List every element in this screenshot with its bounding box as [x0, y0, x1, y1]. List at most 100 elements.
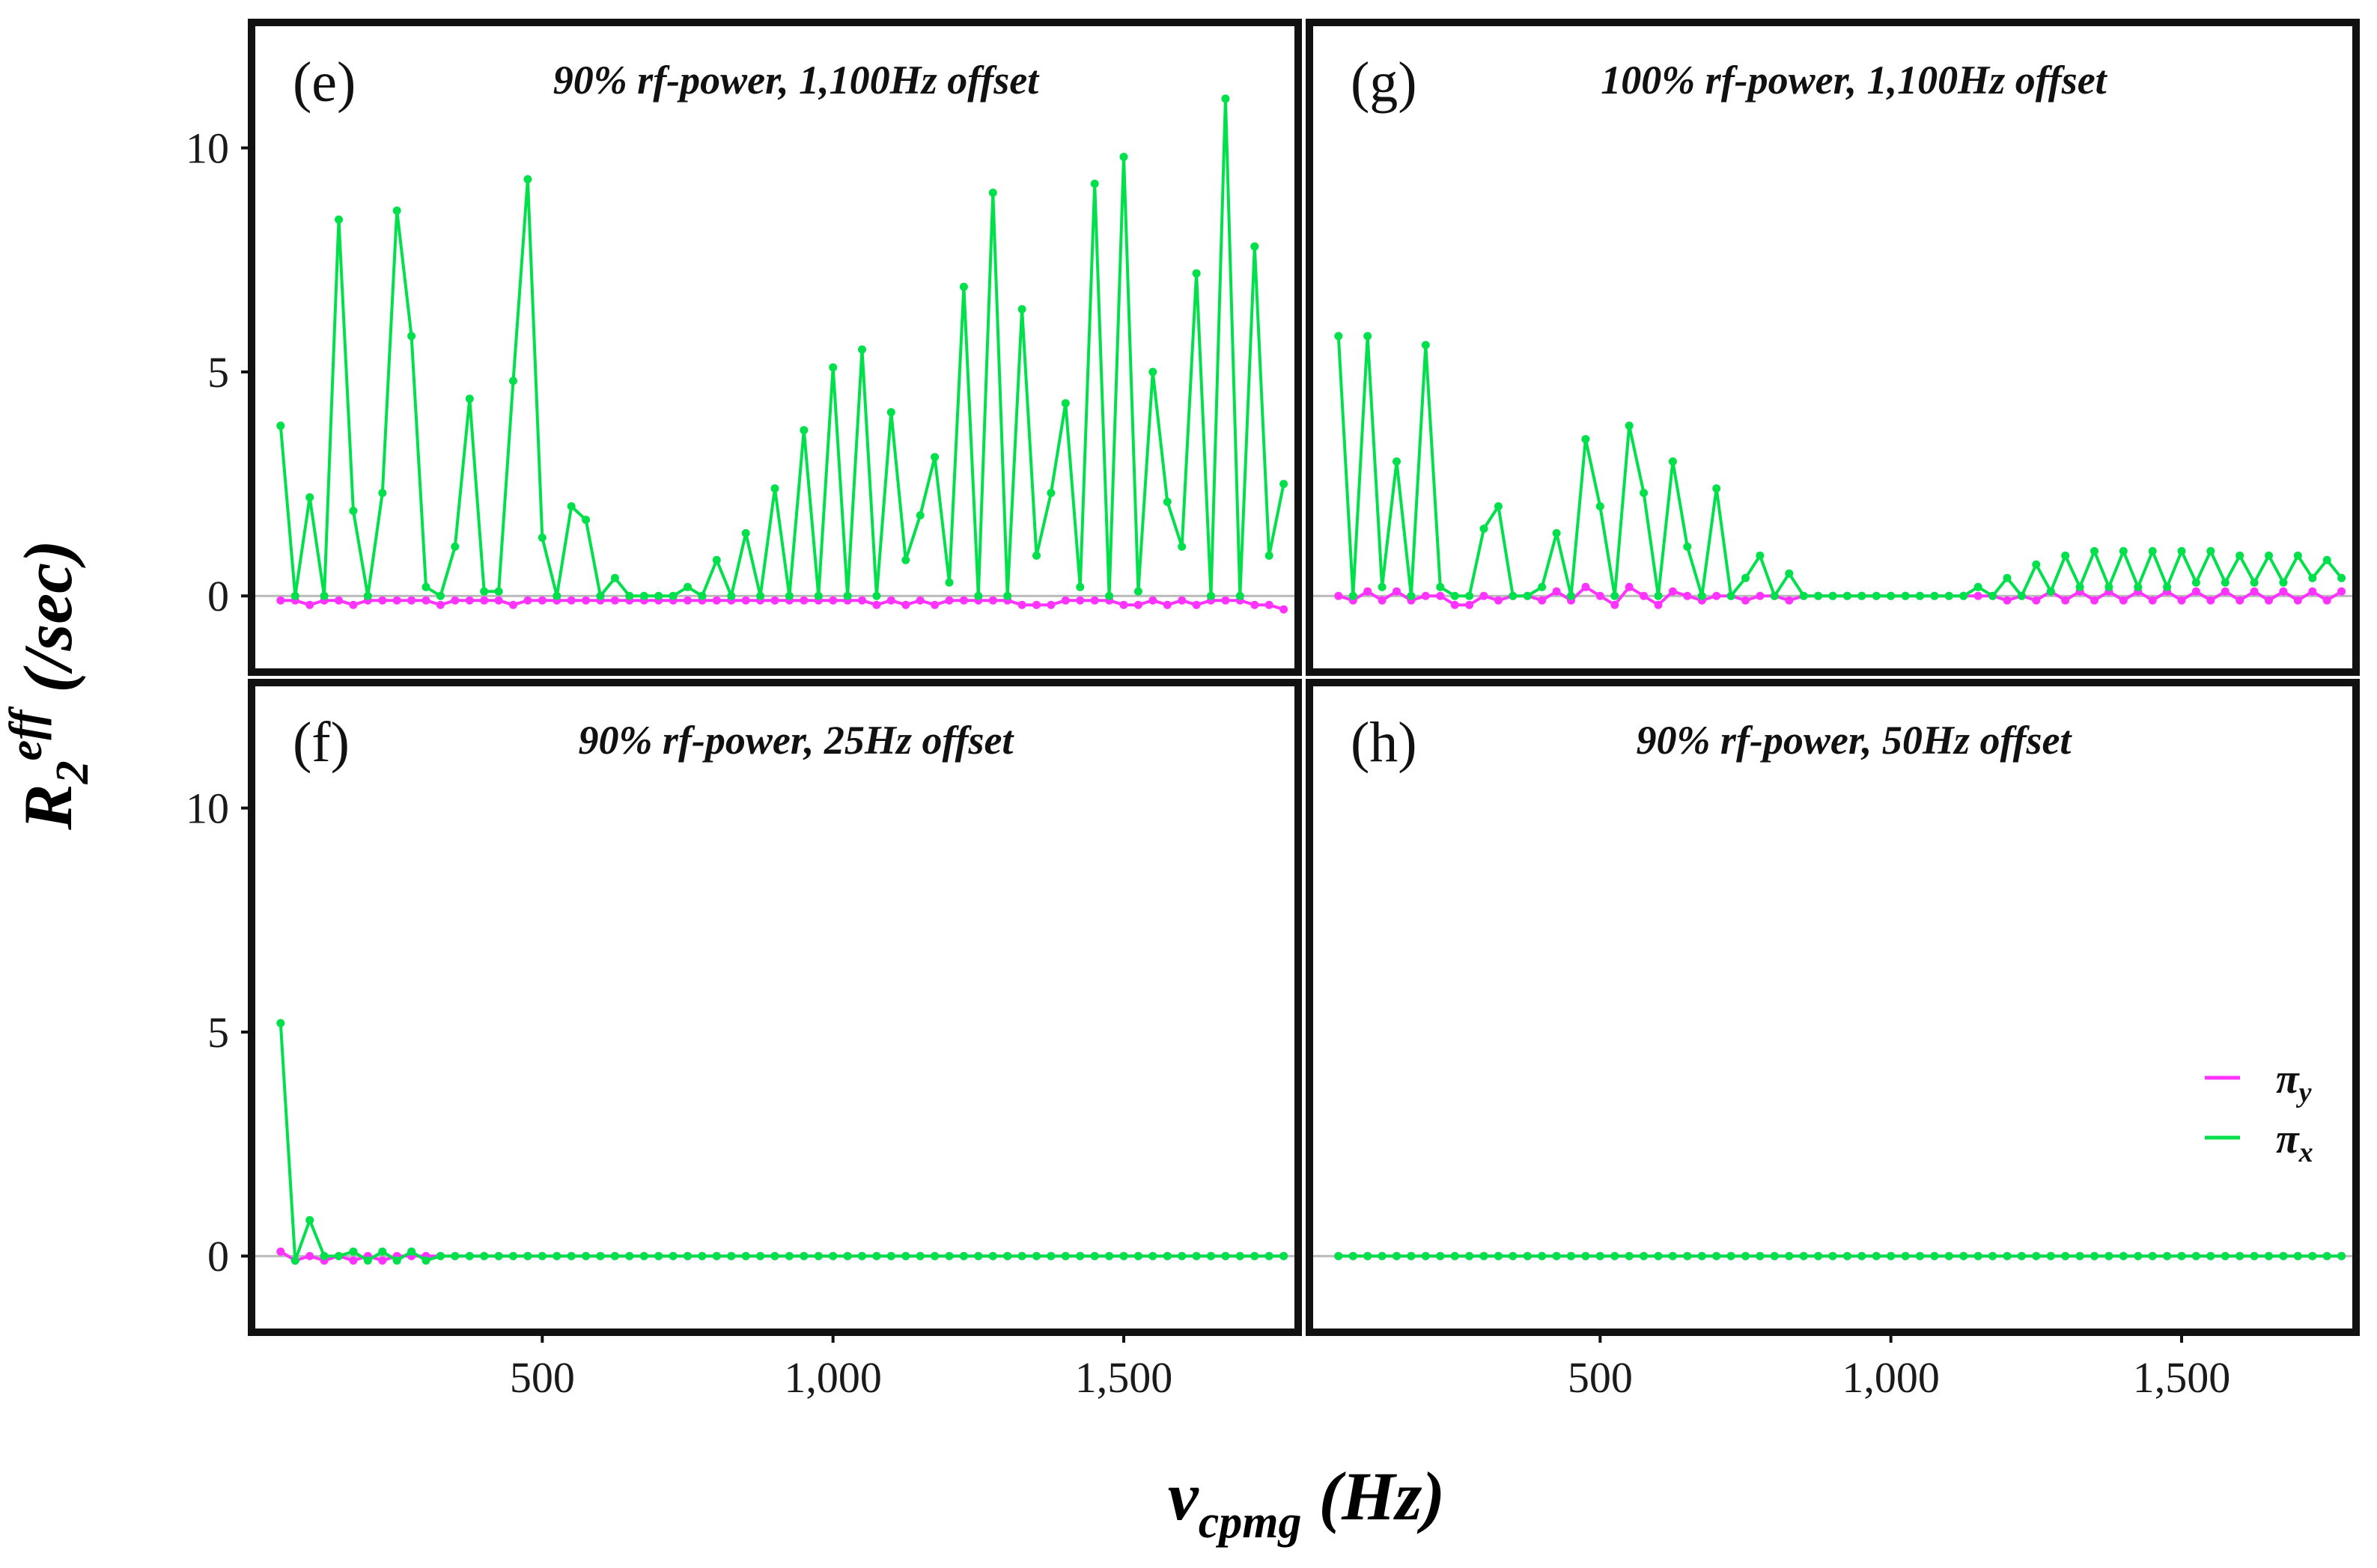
axes-layer: 0 5 10 0 5 10 500 1,000 1,500 500 1,000 1,500	[186, 124, 2230, 1402]
series-line-pi-x	[279, 1022, 1284, 1263]
data-point-pi-x	[1207, 591, 1215, 600]
panel-frame	[248, 19, 1302, 676]
x-tick-label: 1,500	[1075, 1353, 1173, 1402]
data-point-pi-x	[1192, 269, 1201, 278]
data-point-pi-y	[1668, 587, 1677, 596]
data-point-pi-x	[1393, 457, 1401, 466]
data-point-pi-x	[494, 587, 503, 596]
data-point-pi-x	[509, 376, 517, 385]
data-point-pi-x	[276, 1019, 285, 1028]
data-point-pi-x	[2090, 546, 2098, 555]
data-point-pi-x	[1105, 591, 1114, 600]
y-axis-title: R2eff (/sec)	[1, 540, 98, 830]
data-point-pi-x	[1032, 1251, 1041, 1260]
data-point-pi-y	[1450, 600, 1459, 609]
data-point-pi-y	[712, 596, 721, 605]
data-point-pi-x	[320, 591, 329, 600]
data-point-pi-x	[2003, 1251, 2012, 1260]
data-point-pi-x	[974, 1251, 983, 1260]
data-point-pi-x	[2308, 573, 2317, 582]
data-point-pi-x	[363, 591, 372, 600]
data-point-pi-y	[276, 596, 285, 605]
data-point-pi-y	[1479, 591, 1488, 600]
data-point-pi-y	[1625, 582, 1634, 591]
data-point-pi-y	[1178, 596, 1187, 605]
data-point-pi-x	[770, 1251, 779, 1260]
x-axis-title-sub: cpmg	[1199, 1497, 1302, 1548]
data-point-pi-x	[2279, 578, 2288, 587]
data-point-pi-y	[1610, 600, 1619, 609]
data-point-pi-x	[392, 206, 401, 215]
data-point-pi-x	[2337, 573, 2346, 582]
data-point-pi-x	[2221, 578, 2230, 587]
data-point-pi-x	[2090, 1251, 2098, 1260]
data-point-pi-x	[1640, 489, 1649, 498]
data-point-pi-x	[1930, 1251, 1939, 1260]
data-point-pi-x	[567, 1251, 576, 1260]
data-point-pi-x	[1785, 1251, 1794, 1260]
data-point-pi-x	[1032, 551, 1041, 560]
data-point-pi-x	[872, 591, 881, 600]
data-point-pi-y	[378, 1256, 387, 1265]
data-point-pi-x	[2032, 1251, 2041, 1260]
data-point-pi-x	[305, 1215, 314, 1224]
data-point-pi-x	[2061, 551, 2070, 560]
data-point-pi-x	[858, 1251, 866, 1260]
data-point-pi-x	[1842, 591, 1851, 600]
data-point-pi-y	[436, 600, 445, 609]
data-point-pi-x	[1148, 1251, 1157, 1260]
data-point-pi-x	[625, 1251, 634, 1260]
data-point-pi-x	[1076, 1251, 1085, 1260]
data-point-pi-x	[1756, 1251, 1765, 1260]
data-point-pi-x	[1726, 591, 1735, 600]
data-point-pi-x	[1567, 591, 1575, 600]
y-tick-label: 0	[207, 572, 229, 620]
data-point-pi-x	[2177, 546, 2186, 555]
data-point-pi-y	[1076, 596, 1085, 605]
data-point-pi-x	[465, 1251, 474, 1260]
data-point-pi-x	[1509, 591, 1518, 600]
data-point-pi-x	[741, 1251, 750, 1260]
data-point-pi-x	[1348, 591, 1357, 600]
data-point-pi-y	[2279, 587, 2288, 596]
data-point-pi-x	[1683, 542, 1692, 551]
data-point-pi-x	[785, 591, 794, 600]
data-point-pi-x	[1436, 582, 1445, 591]
data-point-pi-y	[1334, 591, 1343, 600]
data-point-pi-x	[2236, 1251, 2244, 1260]
x-tick-label: 500	[510, 1353, 575, 1402]
data-point-pi-x	[553, 591, 561, 600]
data-point-pi-x	[1017, 305, 1026, 314]
data-point-pi-y	[451, 596, 460, 605]
data-point-pi-y	[1148, 596, 1157, 605]
data-point-pi-y	[2191, 587, 2200, 596]
data-point-pi-y	[494, 596, 503, 605]
data-point-pi-x	[2017, 591, 2026, 600]
data-point-pi-x	[1163, 1251, 1172, 1260]
panels-layer: (e) 90% rf-power, 1,100Hz offset (g) 100% r…	[248, 19, 2360, 1336]
data-point-pi-x	[538, 533, 547, 542]
data-point-pi-x	[2322, 1251, 2331, 1260]
data-point-pi-x	[1407, 1251, 1416, 1260]
data-point-pi-x	[886, 408, 895, 417]
data-point-pi-y	[2003, 596, 2012, 605]
data-point-pi-x	[1450, 1251, 1459, 1260]
data-point-pi-x	[1872, 591, 1881, 600]
data-point-pi-x	[916, 1251, 925, 1260]
data-point-pi-y	[1436, 591, 1445, 600]
data-point-pi-x	[2293, 551, 2302, 560]
data-point-pi-x	[1363, 332, 1372, 341]
data-point-pi-x	[523, 175, 532, 183]
data-point-pi-x	[2148, 1251, 2157, 1260]
data-point-pi-y	[1756, 591, 1765, 600]
data-point-pi-y	[931, 600, 940, 609]
data-point-pi-y	[1163, 600, 1172, 609]
data-point-pi-y	[1032, 600, 1041, 609]
data-point-pi-x	[2119, 1251, 2128, 1260]
data-point-pi-x	[1148, 367, 1157, 376]
data-point-pi-x	[698, 1251, 707, 1260]
data-point-pi-y	[1741, 596, 1750, 605]
data-point-pi-x	[2293, 1251, 2302, 1260]
data-point-pi-x	[1712, 484, 1721, 493]
data-point-pi-x	[1407, 591, 1416, 600]
